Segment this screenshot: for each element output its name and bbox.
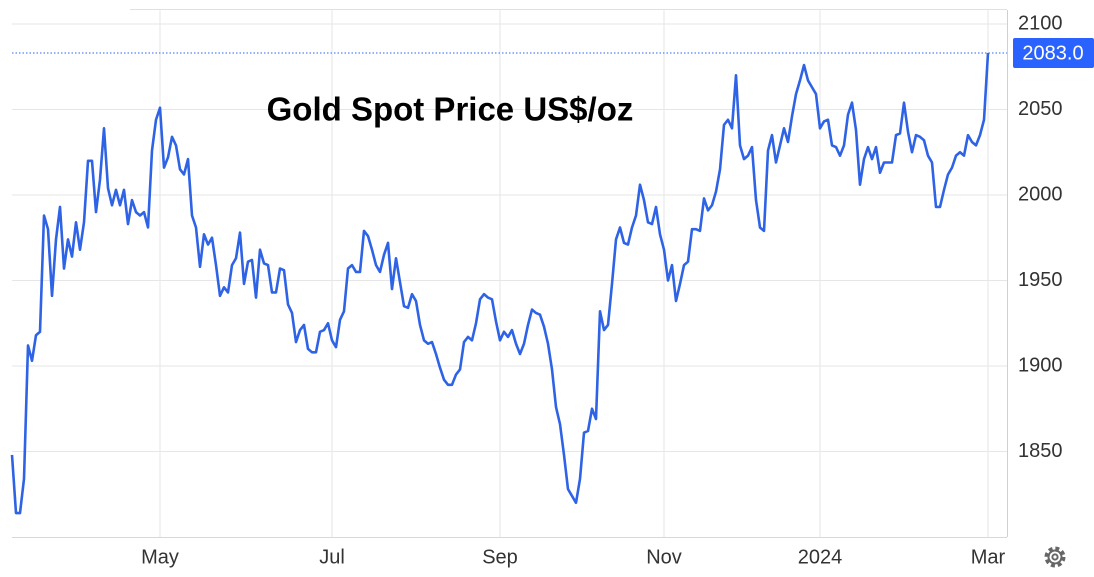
gear-teeth — [1044, 546, 1066, 568]
chart-title: Gold Spot Price US$/oz — [267, 91, 634, 128]
last-value-label: 2083.0 — [1022, 42, 1083, 64]
grid — [12, 10, 1007, 537]
last-value-box — [1013, 38, 1094, 69]
y-tick-label: 2100 — [1018, 12, 1063, 34]
y-tick-label: 1950 — [1018, 269, 1063, 291]
x-tick-label: May — [141, 546, 179, 568]
x-tick-label: Nov — [646, 546, 682, 568]
price-line — [10, 52, 990, 515]
y-tick-label: 1850 — [1018, 440, 1063, 462]
x-tick-label: 2024 — [798, 546, 843, 568]
x-tick-label: Jul — [319, 546, 345, 568]
y-tick-label: 1900 — [1018, 354, 1063, 376]
y-tick-label: 2000 — [1018, 183, 1063, 205]
y-tick-label: 2050 — [1018, 98, 1063, 120]
gear-hub — [1051, 553, 1059, 561]
settings-icon[interactable] — [1044, 546, 1066, 568]
gear-ring — [1047, 549, 1063, 565]
x-tick-label: Sep — [482, 546, 518, 568]
x-tick-label: Mar — [971, 546, 1006, 568]
